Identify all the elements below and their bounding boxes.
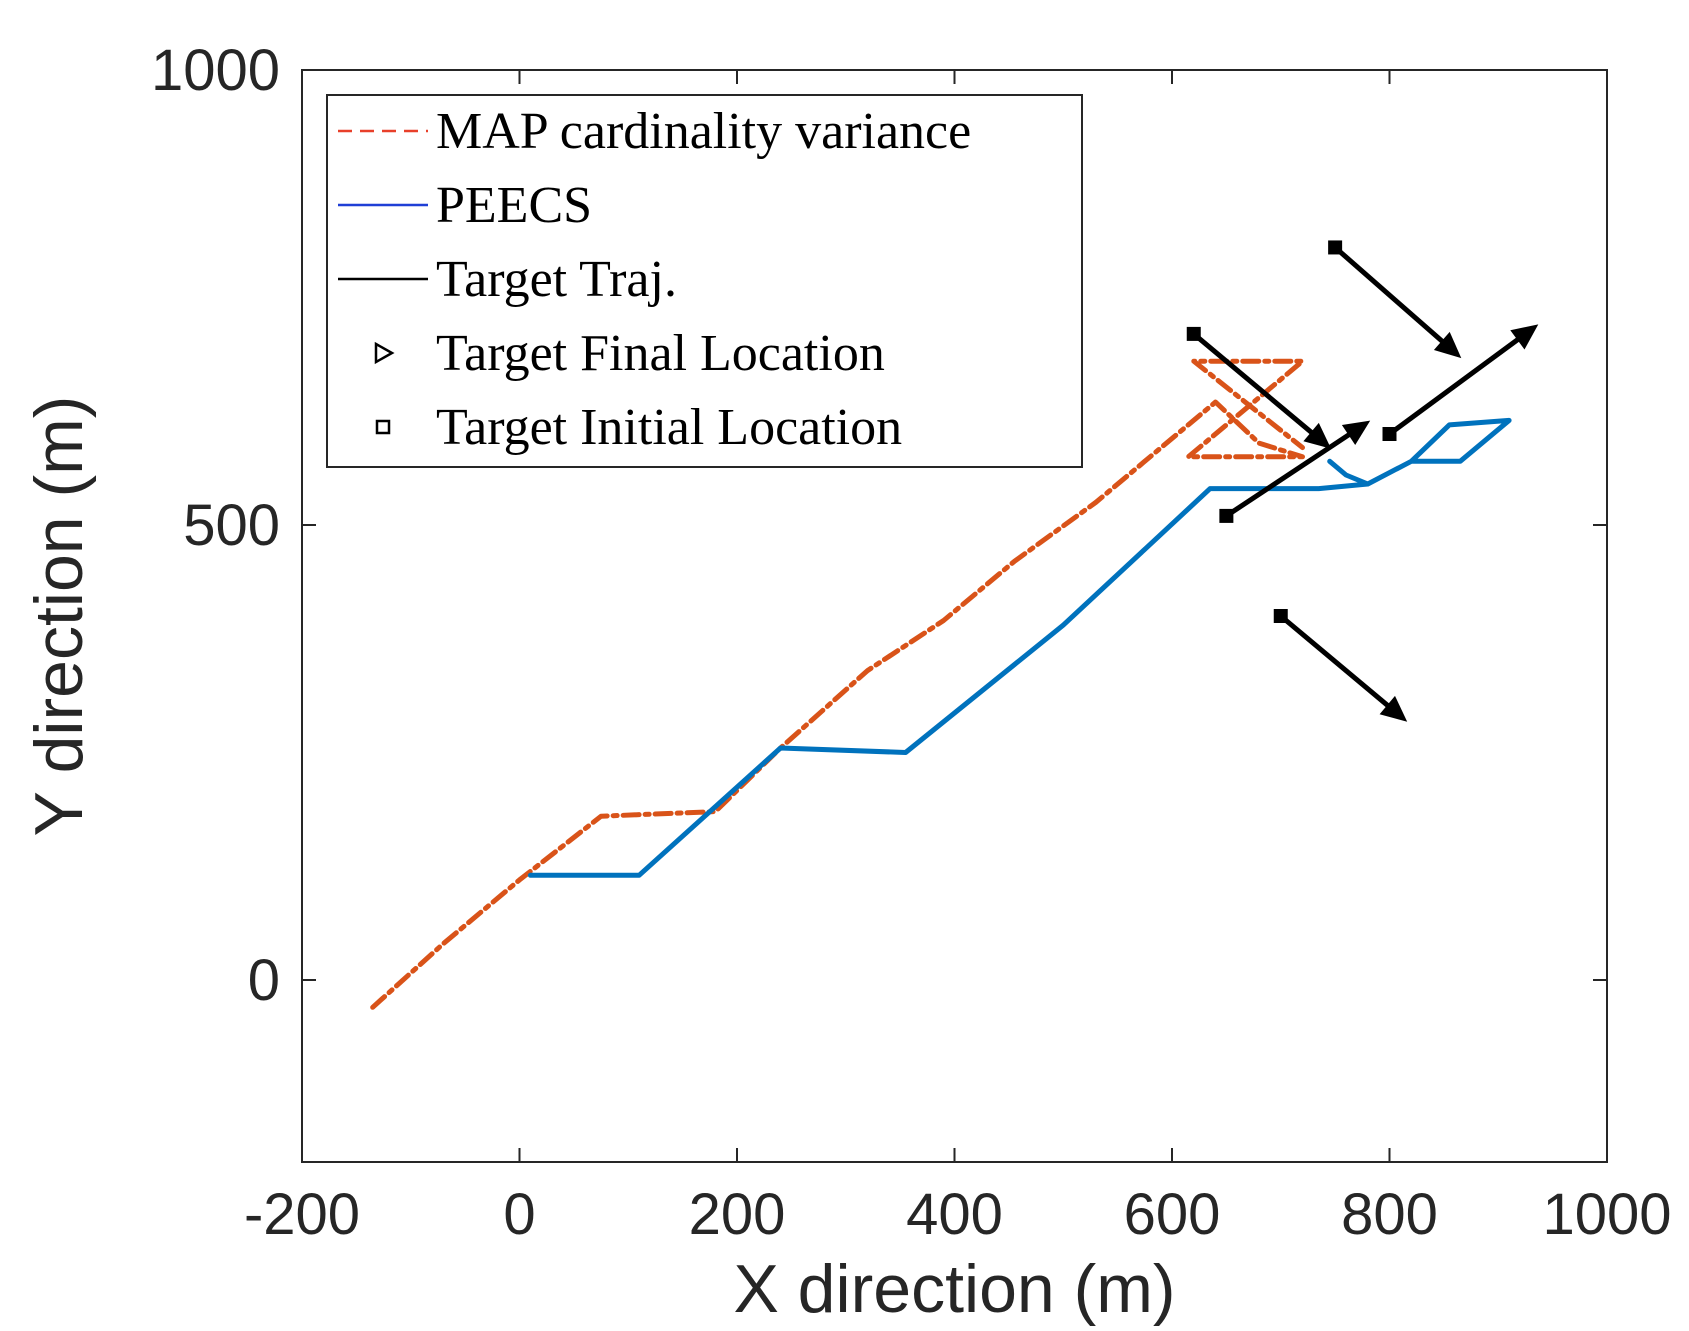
- legend-item: PEECS: [338, 177, 592, 234]
- legend: MAP cardinality variance PEECS Target Traj…: [326, 94, 1083, 468]
- y-tick-label: 1000: [151, 38, 280, 103]
- y-axis-label: Y direction (m): [21, 396, 97, 837]
- legend-label: Target Final Location: [436, 325, 885, 382]
- x-tick-label: 400: [906, 1182, 1003, 1247]
- legend-item: MAP cardinality variance: [338, 103, 971, 160]
- legend-item: Target Traj.: [338, 251, 677, 308]
- target-initial-marker-4: [1382, 427, 1397, 441]
- target-final-marker-4: [1510, 324, 1539, 350]
- y-tick-label: 500: [183, 493, 280, 558]
- map-cardinality-variance-line: [370, 358, 1305, 1010]
- target-initial-marker-1: [1186, 326, 1201, 341]
- target-trajectory-5: [1279, 614, 1397, 714]
- target-trajectory-2: [1224, 427, 1359, 518]
- legend-box: [326, 94, 1083, 468]
- x-axis-label: X direction (m): [733, 1251, 1175, 1327]
- target-trajectory-3: [1333, 245, 1451, 350]
- x-tick-label: 1000: [1542, 1182, 1671, 1247]
- target-initial-marker-2: [1219, 508, 1234, 523]
- x-tick-label: 0: [503, 1182, 535, 1247]
- legend-swatch-triangle: [374, 341, 395, 365]
- tick-layer: -200 0 200 400 600 800 1000 0 500 1000: [151, 38, 1672, 1247]
- legend-item: Target Final Location: [374, 325, 885, 382]
- target-final-marker-2: [1341, 420, 1371, 445]
- target-initial-marker-5: [1273, 609, 1288, 623]
- x-tick-label: 200: [689, 1182, 786, 1247]
- target-final-marker-3: [1433, 331, 1462, 359]
- x-tick-label: -200: [244, 1182, 360, 1247]
- legend-swatch-square: [375, 419, 391, 435]
- target-trajectory-1: [1192, 331, 1321, 441]
- target-layer: [1186, 240, 1539, 722]
- legend-item: Target Initial Location: [375, 399, 902, 456]
- target-initial-marker-3: [1328, 240, 1343, 255]
- x-tick-label: 600: [1124, 1182, 1221, 1247]
- legend-label: MAP cardinality variance: [436, 103, 971, 160]
- peecs-line: [527, 417, 1512, 878]
- legend-label: PEECS: [436, 177, 592, 234]
- legend-label: Target Traj.: [436, 251, 677, 308]
- target-final-marker-5: [1379, 695, 1408, 722]
- target-final-marker-1: [1303, 422, 1332, 449]
- y-tick-label: 0: [248, 948, 280, 1013]
- legend-label: Target Initial Location: [436, 399, 902, 456]
- target-trajectory-4: [1388, 331, 1527, 437]
- x-tick-label: 800: [1341, 1182, 1438, 1247]
- series-layer: [370, 358, 1512, 1010]
